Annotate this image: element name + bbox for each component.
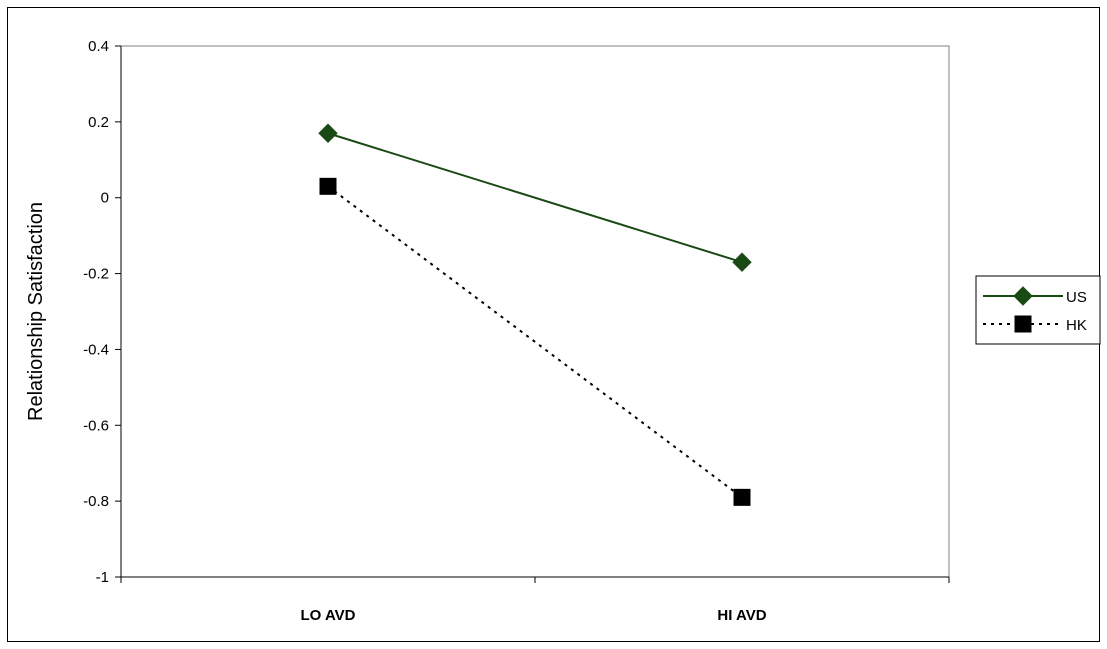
series-line-hk bbox=[327, 185, 743, 499]
legend-label-hk: HK bbox=[1066, 317, 1087, 334]
y-axis-title: Relationship Satisfaction bbox=[25, 202, 47, 421]
x-tick-label: LO AVD bbox=[301, 607, 356, 624]
data-point-us bbox=[318, 123, 338, 143]
y-tick-label: 0.4 bbox=[88, 38, 109, 55]
data-point-us bbox=[732, 252, 752, 272]
y-tick-label: 0.2 bbox=[88, 114, 109, 131]
legend-box bbox=[975, 275, 1101, 345]
y-tick-label: -0.6 bbox=[83, 417, 109, 434]
plot-area bbox=[120, 45, 950, 578]
legend-label-us: US bbox=[1066, 289, 1087, 306]
data-point-hk bbox=[733, 488, 751, 506]
legend-marker-us bbox=[1013, 286, 1033, 306]
x-tick-label: HI AVD bbox=[717, 607, 766, 624]
y-tick-label: -0.2 bbox=[83, 266, 109, 283]
y-tick-label: -0.8 bbox=[83, 493, 109, 510]
legend-marker-hk bbox=[1014, 315, 1032, 333]
data-point-hk bbox=[319, 177, 337, 195]
series-line-us bbox=[327, 132, 743, 264]
y-tick-label: 0 bbox=[101, 190, 109, 207]
y-tick-label: -0.4 bbox=[83, 341, 109, 358]
y-tick-label: -1 bbox=[96, 569, 109, 586]
